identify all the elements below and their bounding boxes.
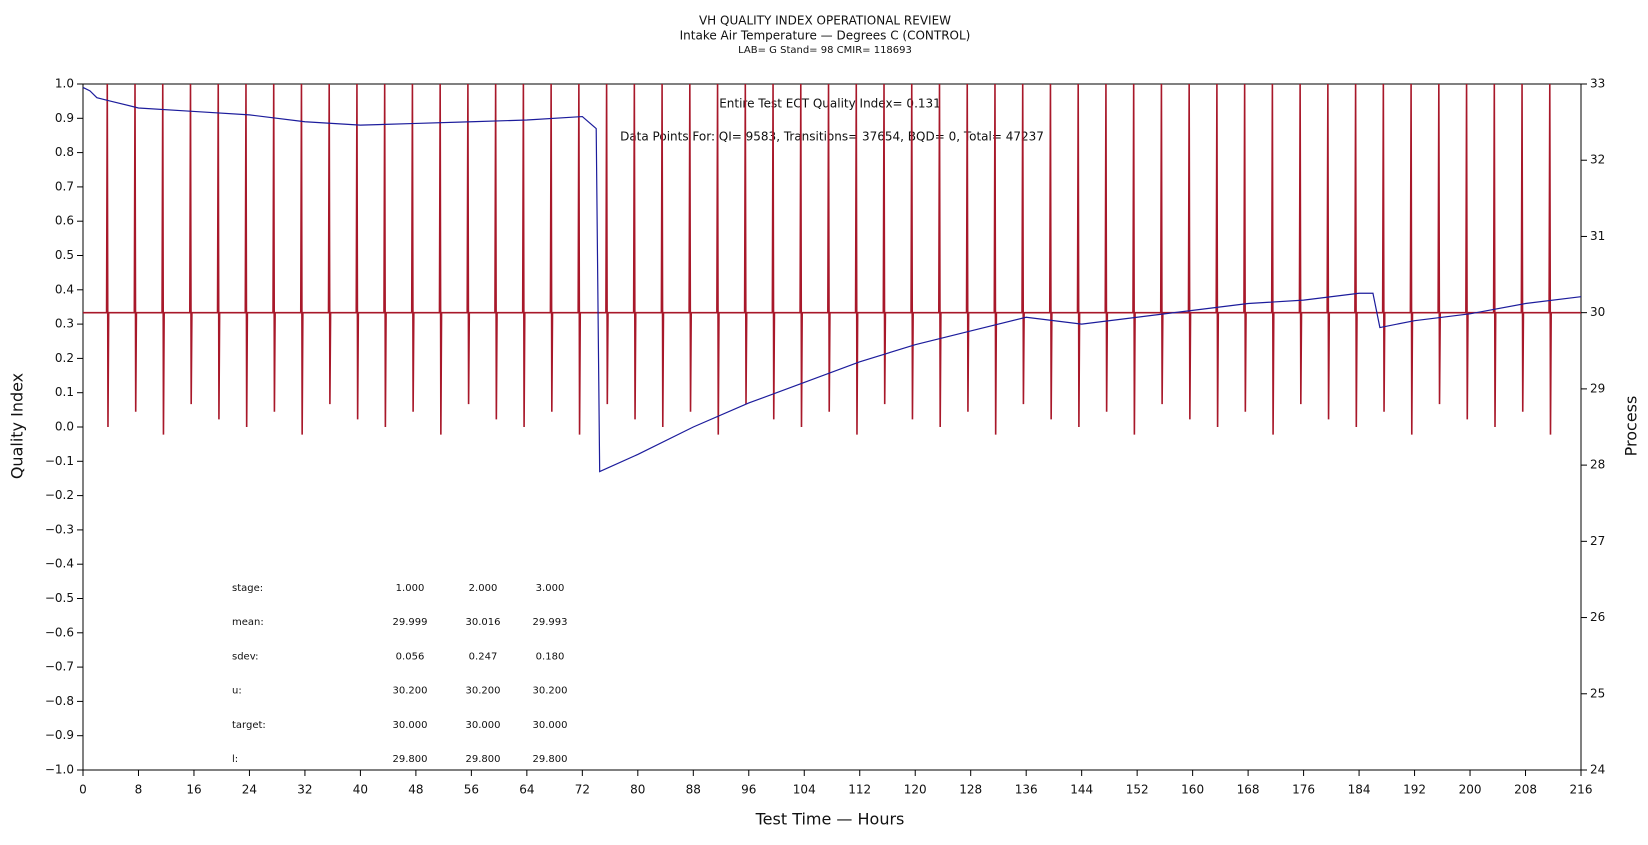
x-tick-label: 16 [186,783,201,797]
x-tick-label: 200 [1459,783,1482,797]
y-tick-label: 0.4 [55,282,74,296]
x-tick-label: 176 [1292,783,1315,797]
stats-cell: sdev: [232,651,258,662]
y-tick-label: −1.0 [45,763,74,777]
stats-cell: 1.000 [396,583,425,594]
stats-cell: 2.000 [469,583,498,594]
y-tick-label: −0.8 [45,694,74,708]
stats-cell: 30.000 [466,720,501,731]
x-axis-label: Test Time — Hours [755,810,905,829]
stats-cell: 0.247 [469,651,498,662]
x-tick-label: 120 [904,783,927,797]
y2-tick-label: 24 [1590,763,1605,777]
x-tick-label: 168 [1237,783,1260,797]
x-tick-label: 72 [575,783,590,797]
x-tick-label: 40 [353,783,368,797]
x-tick-label: 64 [519,783,534,797]
x-tick-label: 24 [242,783,257,797]
y2-tick-label: 32 [1590,153,1605,167]
y-tick-label: 1.0 [55,77,74,91]
y-tick-label: −0.7 [45,660,74,674]
y2-tick-label: 26 [1590,610,1605,624]
y-tick-label: 0.6 [55,214,74,228]
stats-cell: 30.000 [533,720,568,731]
y-tick-label: 0.0 [55,420,74,434]
stats-cell: u: [232,686,242,697]
y2-tick-label: 28 [1590,458,1605,472]
x-tick-label: 184 [1348,783,1371,797]
y-tick-label: −0.6 [45,625,74,639]
x-tick-label: 96 [741,783,756,797]
y-tick-label: 0.8 [55,145,74,159]
y-tick-label: 0.2 [55,351,74,365]
y-tick-label: 0.1 [55,385,74,399]
stats-cell: 30.200 [533,686,568,697]
stats-cell: 30.200 [393,686,428,697]
y-tick-label: −0.2 [45,488,74,502]
stats-cell: 0.180 [536,651,565,662]
stats-cell: 0.056 [396,651,425,662]
x-tick-label: 136 [1015,783,1038,797]
y2-tick-label: 25 [1590,686,1605,700]
x-tick-label: 152 [1126,783,1149,797]
y-tick-label: −0.5 [45,591,74,605]
x-tick-label: 208 [1514,783,1537,797]
chart-subtitle: Intake Air Temperature — Degrees C (CONT… [680,29,971,43]
stats-cell: target: [232,720,266,731]
stats-cell: mean: [232,617,264,628]
x-tick-label: 160 [1181,783,1204,797]
x-tick-label: 0 [79,783,87,797]
stats-cell: 29.999 [393,617,428,628]
x-tick-label: 112 [848,783,871,797]
y-tick-label: −0.1 [45,454,74,468]
x-tick-label: 128 [959,783,982,797]
data-line [83,83,1581,435]
y2-axis-label: Process [1622,396,1641,457]
stats-cell: 30.000 [393,720,428,731]
x-tick-label: 56 [464,783,479,797]
x-tick-label: 104 [793,783,816,797]
stats-cell: 29.800 [393,754,428,765]
stats-cell: 29.800 [533,754,568,765]
y-tick-label: −0.3 [45,522,74,536]
y2-tick-label: 30 [1590,305,1605,319]
x-tick-label: 48 [408,783,423,797]
stats-cell: 29.993 [533,617,568,628]
data-line [82,86,1582,473]
chart-caption: LAB= G Stand= 98 CMIR= 118693 [738,45,912,56]
y-axis-label: Quality Index [8,373,27,479]
stats-cell: 30.016 [466,617,501,628]
x-tick-label: 216 [1570,783,1593,797]
y-tick-label: 0.9 [55,111,74,125]
y-tick-label: 0.7 [55,179,74,193]
stats-cell: 29.800 [466,754,501,765]
x-tick-label: 88 [686,783,701,797]
y2-tick-label: 27 [1590,534,1605,548]
x-tick-label: 192 [1403,783,1426,797]
x-tick-label: 144 [1070,783,1093,797]
y-tick-label: 0.3 [55,317,74,331]
x-tick-label: 8 [135,783,143,797]
annotation: Entire Test ECT Quality Index= 0.131 [719,97,941,111]
y-tick-label: −0.4 [45,557,74,571]
y2-tick-label: 31 [1590,229,1605,243]
stats-cell: stage: [232,583,263,594]
y2-tick-label: 29 [1590,381,1605,395]
annotation: Data Points For: QI= 9583, Transitions= … [620,130,1044,144]
x-tick-label: 32 [297,783,312,797]
stats-cell: 3.000 [536,583,565,594]
x-tick-label: 80 [630,783,645,797]
y-tick-label: 0.5 [55,248,74,262]
stats-cell: 30.200 [466,686,501,697]
y2-tick-label: 33 [1590,77,1605,91]
chart-title: VH QUALITY INDEX OPERATIONAL REVIEW [699,14,951,28]
y-tick-label: −0.9 [45,728,74,742]
stats-cell: l: [232,754,238,765]
